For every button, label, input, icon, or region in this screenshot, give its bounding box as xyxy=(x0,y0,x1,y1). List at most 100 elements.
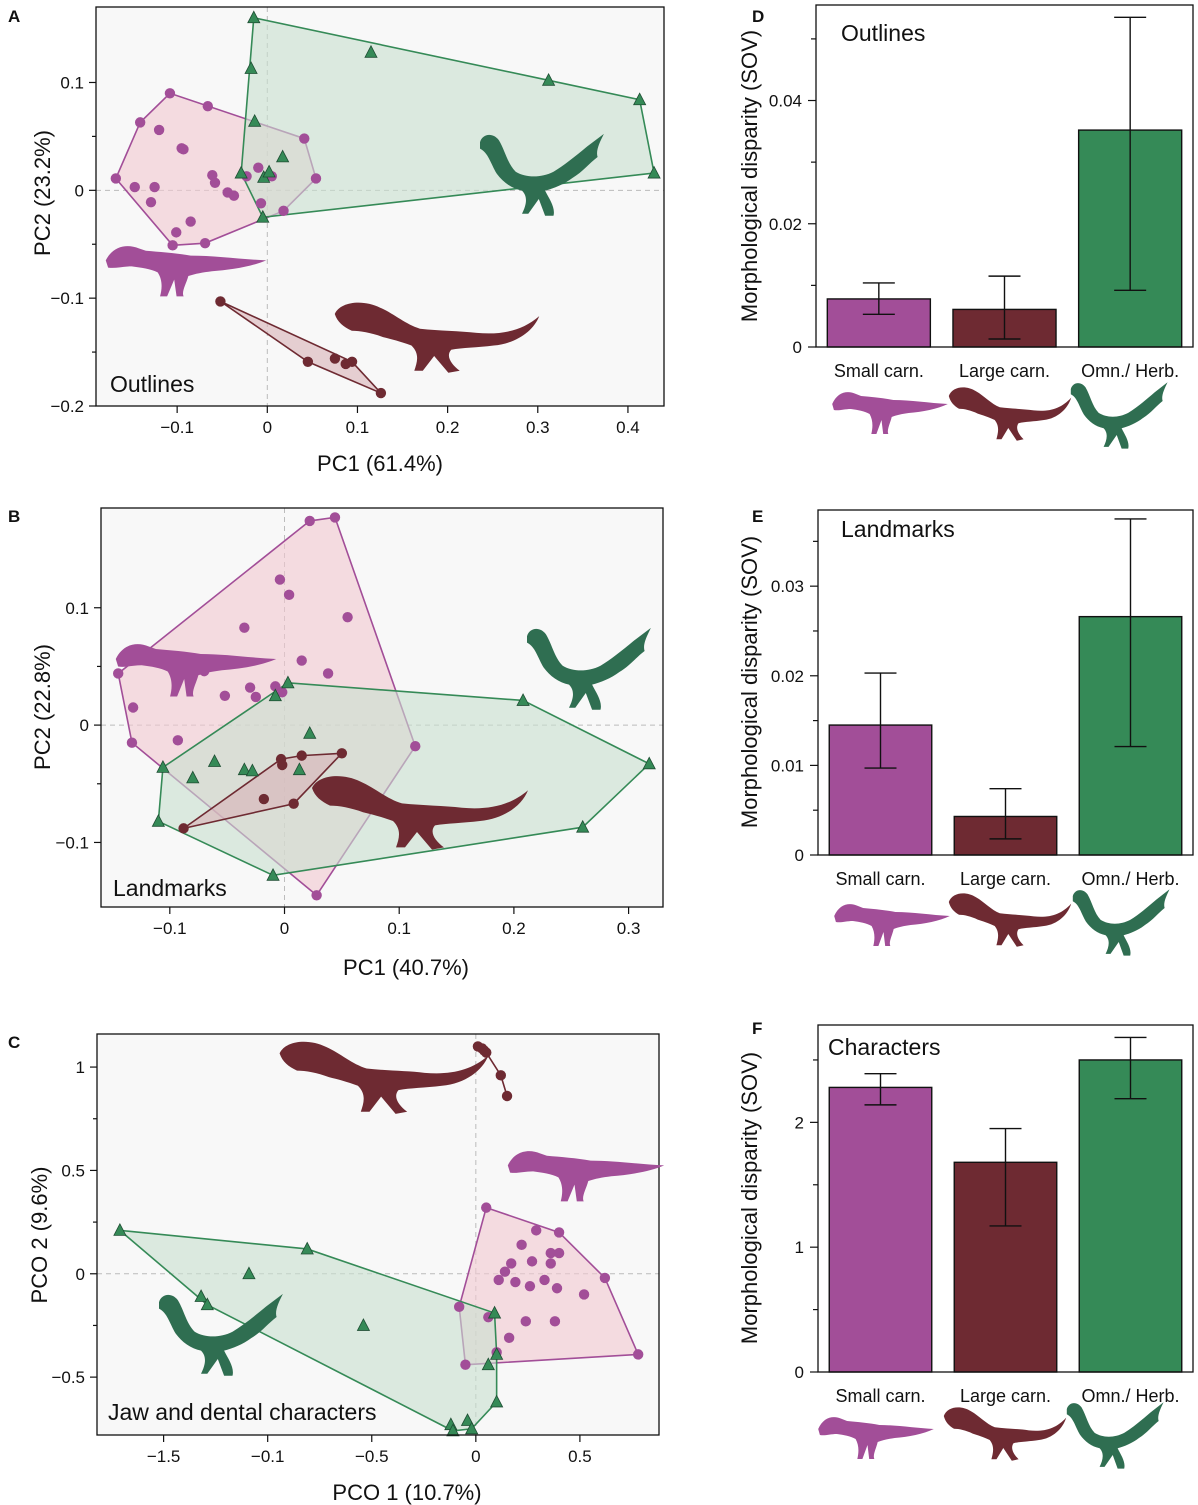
herb-data-point xyxy=(156,759,170,773)
panel-a-y-axis-label: PC2 (23.2%) xyxy=(30,130,55,256)
x-tick-label: 0.3 xyxy=(617,919,641,938)
small-data-point xyxy=(134,117,146,128)
panel-d-categories: Small carn. Large carn. Omn./ Herb. xyxy=(834,361,1179,381)
herb-data-point xyxy=(113,1223,127,1236)
y-tick-label: 1 xyxy=(795,1238,804,1257)
y-tick-label: 0.04 xyxy=(769,92,802,111)
small-data-point xyxy=(553,1227,565,1238)
small-theropod-silhouette-icon xyxy=(818,1417,934,1459)
x-tick-label: 0 xyxy=(263,418,272,437)
y-tick-label: 0.02 xyxy=(771,667,804,686)
small-data-point xyxy=(250,691,262,703)
panel-d-inset-label: Outlines xyxy=(841,20,925,46)
herb-data-point xyxy=(281,675,295,689)
category-label: Small carn. xyxy=(835,869,925,889)
large-data-point xyxy=(258,793,270,805)
herb-data-point xyxy=(303,725,317,739)
large-data-point xyxy=(495,1070,507,1081)
small-data-point xyxy=(578,1289,590,1300)
small-data-point xyxy=(270,681,281,692)
panel-c-y-ticks: −0.5 0 0.5 1 xyxy=(51,1058,97,1387)
small-data-point xyxy=(199,237,211,249)
y-tick-label: 0.03 xyxy=(771,577,804,596)
x-tick-label: 0.1 xyxy=(346,418,370,437)
herb-data-point xyxy=(200,1297,214,1311)
small-data-point xyxy=(460,1359,471,1370)
panel-f-letter: F xyxy=(752,1019,762,1038)
herb-data-point xyxy=(446,1423,460,1437)
herb-data-point xyxy=(364,44,378,58)
small-theropod-silhouette-icon xyxy=(832,392,948,434)
panel-b-y-axis-label: PC2 (22.8%) xyxy=(30,644,55,770)
small-data-point xyxy=(153,124,165,136)
herb-data-point xyxy=(256,209,270,223)
herb-data-point xyxy=(647,165,661,179)
panel-a-x-axis-label: PC1 (61.4%) xyxy=(317,451,443,476)
category-label: Large carn. xyxy=(959,361,1050,381)
herb-data-point xyxy=(245,763,260,777)
panel-c-y-axis-label: PCO 2 (9.6%) xyxy=(27,1167,52,1304)
panel-a-x-ticks: −0.1 0 0.1 0.2 0.3 0.4 xyxy=(160,406,640,437)
panel-a-inset-label: Outlines xyxy=(110,371,194,397)
x-tick-label: 0 xyxy=(471,1447,480,1466)
panel-f-y-axis-label: Morphological disparity (SOV) xyxy=(737,1052,762,1344)
herb-data-point xyxy=(541,72,556,86)
panel-f-inset-label: Characters xyxy=(828,1034,940,1060)
y-tick-label: 0.1 xyxy=(60,73,84,92)
category-label: Omn./ Herb. xyxy=(1081,869,1179,889)
small-data-point xyxy=(299,133,310,144)
x-tick-label: −0.1 xyxy=(160,418,194,437)
small-data-point xyxy=(493,1274,504,1286)
small-data-point xyxy=(481,1202,492,1213)
small-data-point xyxy=(551,1283,563,1294)
small-data-point xyxy=(209,177,221,188)
herb-data-point xyxy=(207,754,222,767)
panel-a-frame xyxy=(95,6,665,407)
small-data-point xyxy=(167,240,178,251)
small-data-point xyxy=(202,101,213,112)
panel-a-points xyxy=(110,10,661,399)
panel-c: −1.5 −0.1 −0.5 0 0.5 −0.5 0 0.5 1 C Jaw and den… xyxy=(8,1033,665,1505)
small-data-point xyxy=(329,512,341,523)
herb-data-point xyxy=(576,819,590,833)
small-data-point xyxy=(129,181,140,193)
herb-data-point xyxy=(460,1413,475,1426)
panel-c-frame xyxy=(96,1033,660,1436)
category-label: Large carn. xyxy=(960,869,1051,889)
large-data-point xyxy=(302,356,314,367)
large-bar xyxy=(953,1161,1058,1373)
herb-data-point xyxy=(234,165,248,179)
x-tick-label: 0.5 xyxy=(568,1447,592,1466)
small-data-point xyxy=(539,1274,550,1286)
small-data-point xyxy=(524,1280,536,1292)
herb-data-point xyxy=(151,813,166,827)
small-data-point xyxy=(274,574,286,585)
herb-data-point xyxy=(244,61,258,74)
panel-e-categories: Small carn. Large carn. Omn./ Herb. xyxy=(835,869,1179,889)
small-data-point xyxy=(410,741,421,752)
small-data-point xyxy=(553,1247,565,1259)
panel-e-frame xyxy=(817,509,1194,856)
panel-f-frame xyxy=(817,1024,1194,1373)
herb-data-point xyxy=(642,756,656,770)
small-data-point xyxy=(228,190,240,201)
y-tick-label: 0 xyxy=(80,716,89,735)
small-data-point xyxy=(239,622,250,633)
large-data-point xyxy=(336,748,348,759)
y-tick-label: 0.01 xyxy=(771,756,804,775)
panel-c-points xyxy=(113,1041,644,1437)
large-data-point xyxy=(375,387,387,399)
small-data-point xyxy=(172,735,184,746)
large-data-point xyxy=(501,1090,513,1102)
category-label: Omn./ Herb. xyxy=(1081,1386,1179,1406)
panel-a-y-ticks: −0.2 −0.1 0 0.1 xyxy=(50,73,96,416)
panel-f-bars xyxy=(828,1036,1183,1373)
small-data-point xyxy=(185,216,196,227)
y-tick-label: 2 xyxy=(795,1113,804,1132)
panel-d-y-ticks: 0 0.02 0.04 xyxy=(769,38,816,357)
y-tick-label: −0.1 xyxy=(50,289,84,308)
small-data-point xyxy=(453,1301,465,1313)
herb-data-point xyxy=(194,1289,208,1302)
small-data-point xyxy=(244,682,256,693)
